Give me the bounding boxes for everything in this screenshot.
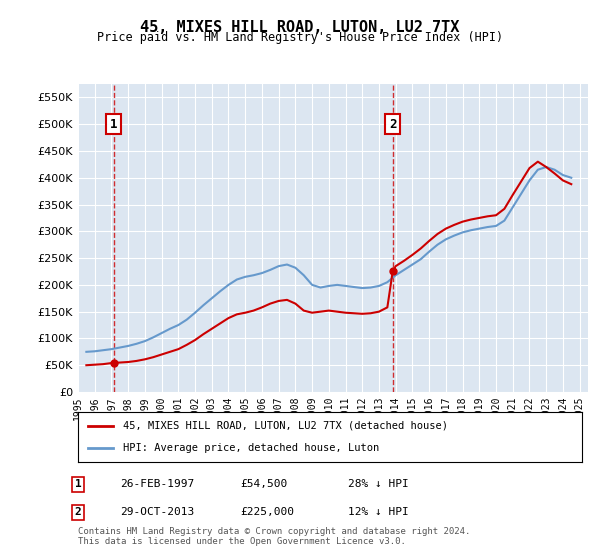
Text: 12% ↓ HPI: 12% ↓ HPI [348, 507, 409, 517]
Text: 1: 1 [74, 479, 82, 489]
Text: £54,500: £54,500 [240, 479, 287, 489]
Text: Price paid vs. HM Land Registry's House Price Index (HPI): Price paid vs. HM Land Registry's House … [97, 31, 503, 44]
Text: 2: 2 [389, 118, 397, 130]
Text: HPI: Average price, detached house, Luton: HPI: Average price, detached house, Luto… [124, 443, 380, 453]
Text: 45, MIXES HILL ROAD, LUTON, LU2 7TX: 45, MIXES HILL ROAD, LUTON, LU2 7TX [140, 20, 460, 35]
Text: 28% ↓ HPI: 28% ↓ HPI [348, 479, 409, 489]
Text: 1: 1 [110, 118, 118, 130]
Text: Contains HM Land Registry data © Crown copyright and database right 2024.
This d: Contains HM Land Registry data © Crown c… [78, 526, 470, 546]
Text: £225,000: £225,000 [240, 507, 294, 517]
Text: 45, MIXES HILL ROAD, LUTON, LU2 7TX (detached house): 45, MIXES HILL ROAD, LUTON, LU2 7TX (det… [124, 421, 448, 431]
Text: 29-OCT-2013: 29-OCT-2013 [120, 507, 194, 517]
Text: 26-FEB-1997: 26-FEB-1997 [120, 479, 194, 489]
Text: 2: 2 [74, 507, 82, 517]
